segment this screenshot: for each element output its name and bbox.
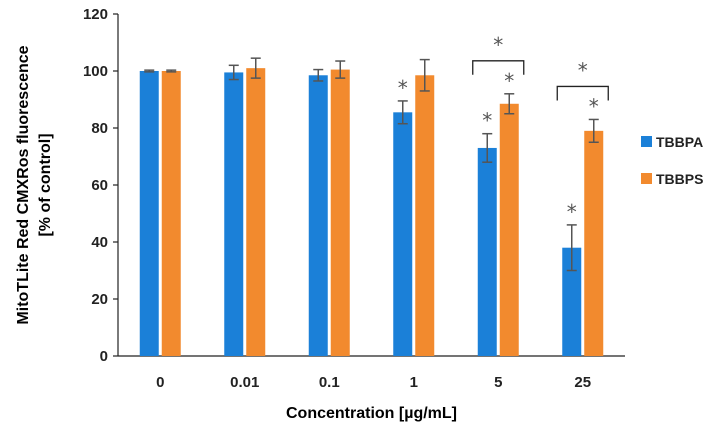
- y-axis-title: MitoTLite Red CMXRos fluorescence [% of …: [15, 45, 54, 324]
- x-axis-title: Concentration [µg/mL]: [286, 405, 457, 422]
- y-tick-label: 60: [91, 177, 108, 194]
- x-axis-ticks: 0 0.01 0.1 1 5 25: [156, 374, 591, 391]
- significance-star: *: [482, 109, 492, 133]
- y-tick-label: 0: [100, 348, 108, 365]
- bracket-star: *: [578, 58, 588, 82]
- bar-tbbps-0: [161, 71, 181, 356]
- significance-star: *: [504, 69, 514, 93]
- bracket-star: *: [493, 33, 503, 57]
- x-tick-label: 0: [156, 374, 164, 391]
- significance-star: *: [567, 200, 577, 224]
- legend-label-tbbpa: TBBPA: [656, 134, 703, 150]
- y-axis-ticks: 0 20 40 60 80 100 120: [83, 6, 118, 365]
- bar-tbbpa-0: [139, 71, 159, 356]
- y-axis-title-line-1: MitoTLite Red CMXRos fluorescence: [15, 45, 32, 324]
- bar-tbbps-25: [584, 130, 604, 356]
- legend: TBBPA TBBPS: [641, 134, 703, 187]
- x-tick-label: 5: [494, 374, 502, 391]
- significance-annotations: *******: [398, 33, 609, 224]
- legend-swatch-tbbps: [641, 173, 652, 184]
- legend-label-tbbps: TBBPS: [656, 171, 703, 187]
- bar-tbbpa-25: [562, 247, 582, 356]
- x-tick-label: 0.1: [319, 374, 340, 391]
- y-tick-label: 100: [83, 63, 108, 80]
- x-tick-label: 1: [410, 374, 418, 391]
- bar-tbbps-0.1: [330, 69, 350, 356]
- y-tick-label: 120: [83, 6, 108, 23]
- bar-tbbps-0.01: [246, 68, 266, 357]
- comparison-bracket: [556, 85, 609, 101]
- y-tick-label: 40: [91, 234, 108, 251]
- significance-star: *: [398, 76, 408, 100]
- significance-star: *: [589, 94, 599, 118]
- bar-tbbpa-0.1: [308, 75, 328, 357]
- x-tick-label: 25: [574, 374, 591, 391]
- y-tick-label: 20: [91, 291, 108, 308]
- bar-tbbpa-1: [393, 112, 413, 356]
- y-tick-label: 80: [91, 120, 108, 137]
- bar-tbbps-1: [415, 75, 435, 357]
- x-tick-label: 0.01: [230, 374, 259, 391]
- bars: [139, 57, 604, 357]
- y-axis-title-line-2: [% of control]: [37, 133, 54, 236]
- bar-tbbpa-0.01: [224, 72, 244, 357]
- bar-tbbpa-5: [477, 147, 497, 356]
- comparison-bracket: [472, 60, 525, 75]
- bar-tbbps-5: [499, 103, 519, 357]
- legend-swatch-tbbpa: [641, 136, 652, 147]
